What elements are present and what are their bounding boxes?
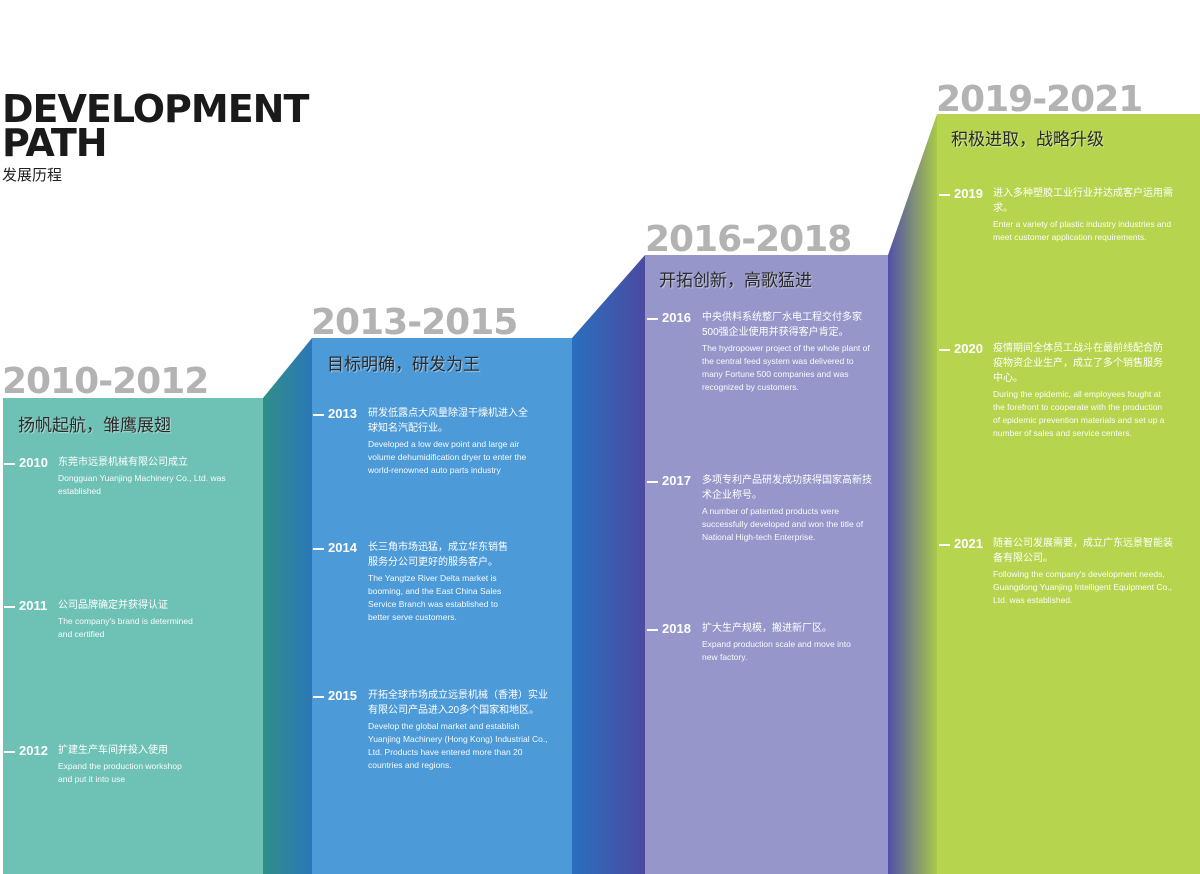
stage-slogan-1: 扬帆起航，雏鹰展翅	[18, 416, 171, 435]
connector-1	[263, 338, 312, 874]
stage-column-2019-2021	[937, 114, 1200, 874]
timeline-dash	[313, 696, 324, 698]
stage-column-2016-2018	[645, 255, 888, 874]
entry-text-en: The hydropower project of the whole plan…	[702, 343, 870, 392]
entry-text-en: Following the company's development need…	[993, 569, 1172, 605]
entry-text-en: During the epidemic, all employees fough…	[993, 389, 1165, 438]
timeline-dash	[939, 194, 950, 196]
entry-text-cn: 中央供料系统整厂水电工程交付多家500强企业使用并获得客户肯定。	[702, 312, 862, 338]
stage-column-2013-2015	[312, 338, 572, 874]
entry-year: 2010	[19, 455, 48, 470]
entry-text-en: Develop the global market and establish …	[368, 721, 548, 770]
entry-year: 2019	[954, 186, 983, 201]
page-title: DEVELOPMENT PATH	[2, 87, 309, 165]
connector-3	[888, 114, 937, 874]
entry-text-cn: 扩大生产规模，搬进新厂区。	[702, 623, 832, 634]
page-subtitle: 发展历程	[2, 167, 63, 184]
entry-text-cn: 开拓全球市场成立远景机械（香港）实业有限公司产品进入20多个国家和地区。	[368, 690, 548, 716]
entry-text-cn: 疫情期间全体员工战斗在最前线配合防疫物资企业生产，成立了多个销售服务中心。	[993, 343, 1163, 384]
entry-text-en: Expand production scale and move into ne…	[702, 639, 851, 662]
entry-text-en: The Yangtze River Delta market is boomin…	[368, 573, 502, 622]
timeline-dash	[939, 349, 950, 351]
stage-slogan-4: 积极进取，战略升级	[951, 130, 1104, 149]
entry-text-cn: 多项专利产品研发成功获得国家高新技术企业称号。	[702, 475, 872, 501]
entry-text-en: The company's brand is determined and ce…	[58, 616, 193, 639]
timeline-dash	[4, 463, 15, 465]
entry-year: 2020	[954, 341, 983, 356]
entry-text-en: Dongguan Yuanjing Machinery Co., Ltd. wa…	[58, 473, 226, 496]
timeline-dash	[4, 751, 15, 753]
entry-text-cn: 东莞市远景机械有限公司成立	[58, 457, 188, 468]
timeline-dash	[313, 414, 324, 416]
stage-slogan-2: 目标明确，研发为王	[327, 355, 480, 374]
stage-range-2: 2013-2015	[311, 302, 518, 343]
entry-year: 2015	[328, 688, 357, 703]
timeline-dash	[313, 548, 324, 550]
entry-year: 2013	[328, 406, 357, 421]
entry-year: 2011	[19, 598, 48, 613]
timeline-dash	[647, 318, 658, 320]
entry-text-en: Expand the production workshop and put i…	[58, 761, 182, 784]
entry-year: 2021	[954, 536, 983, 551]
entry-text-cn: 研发低露点大风量除湿干燥机进入全球知名汽配行业。	[368, 408, 528, 434]
entry-text-cn: 公司品牌确定并获得认证	[58, 600, 168, 611]
connector-2	[572, 255, 645, 874]
entry-text-cn: 长三角市场迅猛，成立华东销售服务分公司更好的服务客户。	[368, 542, 508, 568]
entry-text-en: Enter a variety of plastic industry indu…	[993, 219, 1172, 242]
entry-text-en: Developed a low dew point and large air …	[368, 439, 527, 475]
stage-column-2010-2012	[3, 398, 263, 874]
entry-text-cn: 随着公司发展需要，成立广东远景智能装备有限公司。	[993, 538, 1173, 564]
timeline-dash	[939, 544, 950, 546]
entry-year: 2012	[19, 743, 48, 758]
stage-range-4: 2019-2021	[936, 79, 1143, 120]
entry-year: 2018	[662, 621, 691, 636]
stage-range-1: 2010-2012	[2, 361, 209, 402]
timeline-dash	[4, 606, 15, 608]
stage-range-3: 2016-2018	[645, 219, 852, 260]
entry-year: 2016	[662, 310, 691, 325]
entry-text-cn: 进入多种塑胶工业行业并达成客户运用需求。	[993, 188, 1173, 214]
entry-text-cn: 扩建生产车间并投入使用	[58, 745, 168, 756]
stage-slogan-3: 开拓创新，高歌猛进	[659, 271, 812, 290]
timeline-dash	[647, 629, 658, 631]
page-title-block: DEVELOPMENT PATH 发展历程	[2, 87, 309, 185]
entry-year: 2017	[662, 473, 691, 488]
entry-text-en: A number of patented products were succe…	[702, 506, 864, 542]
entry-year: 2014	[328, 540, 357, 555]
timeline-dash	[647, 481, 658, 483]
